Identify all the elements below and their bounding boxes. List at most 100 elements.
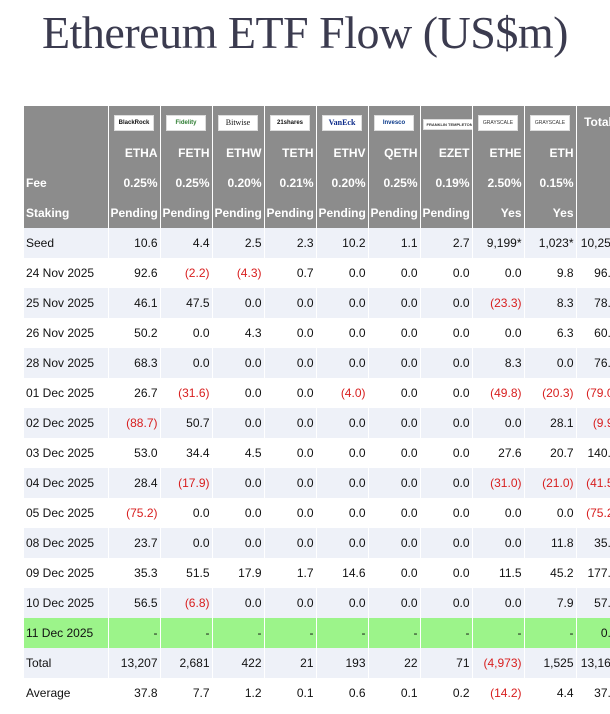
flow-cell: 0.0 bbox=[212, 288, 265, 318]
flow-cell: 0.0 bbox=[420, 558, 473, 588]
flow-cell: 17.9 bbox=[212, 558, 265, 588]
fee-cell: 2.50% bbox=[472, 168, 525, 198]
flow-cell: - bbox=[472, 618, 525, 648]
flow-cell: 0.0 bbox=[212, 408, 265, 438]
empty-total-cell bbox=[576, 138, 610, 168]
flow-cell: (4.0) bbox=[316, 378, 369, 408]
fee-cell: 0.19% bbox=[420, 168, 473, 198]
flow-cell: 4.4 bbox=[160, 228, 213, 258]
row-label: Total bbox=[24, 648, 109, 678]
staking-cell: Pending bbox=[316, 198, 369, 228]
flow-cell: 0.0 bbox=[420, 318, 473, 348]
flow-cell: 0.0 bbox=[420, 528, 473, 558]
flow-cell: 0.0 bbox=[160, 318, 213, 348]
flow-cell: (49.8) bbox=[472, 378, 525, 408]
total-cell: 35.5 bbox=[576, 528, 610, 558]
flow-cell: (4.3) bbox=[212, 258, 265, 288]
ticker-row: ETHA FETH ETHW TETH ETHV QETH EZET ETHE ETH bbox=[24, 138, 610, 168]
corner-cell bbox=[24, 106, 109, 138]
flow-cell: 0.0 bbox=[160, 348, 213, 378]
issuer-logo-row: BlackRock Fidelity Bitwise 21shares VanE… bbox=[24, 106, 610, 138]
staking-cell: Pending bbox=[160, 198, 213, 228]
flow-cell: 26.7 bbox=[108, 378, 161, 408]
flow-cell: 2.7 bbox=[420, 228, 473, 258]
row-label: 01 Dec 2025 bbox=[24, 378, 109, 408]
flow-cell: 0.0 bbox=[264, 588, 317, 618]
flow-cell: 0.0 bbox=[368, 318, 421, 348]
row-label: 10 Dec 2025 bbox=[24, 588, 109, 618]
fee-label: Fee bbox=[24, 168, 109, 198]
flow-cell: 0.0 bbox=[524, 348, 577, 378]
staking-label: Staking bbox=[24, 198, 109, 228]
flow-cell: 6.3 bbox=[524, 318, 577, 348]
flow-cell: 0.0 bbox=[316, 408, 369, 438]
flow-cell: 1.7 bbox=[264, 558, 317, 588]
flow-cell: 0.0 bbox=[368, 348, 421, 378]
flow-cell: 0.0 bbox=[368, 528, 421, 558]
table-row: 10 Dec 2025 56.5 (6.8) 0.0 0.0 0.0 0.0 0.0 0.0 7.… bbox=[24, 588, 610, 618]
ticker-cell: FETH bbox=[160, 138, 213, 168]
flow-cell: 27.6 bbox=[472, 438, 525, 468]
flow-cell: 0.0 bbox=[368, 468, 421, 498]
flow-cell: (31.0) bbox=[472, 468, 525, 498]
staking-row: Staking Pending Pending Pending Pending Pend… bbox=[24, 198, 610, 228]
flow-cell: 4.4 bbox=[524, 678, 577, 708]
flow-cell: - bbox=[108, 618, 161, 648]
flow-cell: 0.0 bbox=[316, 468, 369, 498]
flow-cell: 0.0 bbox=[160, 528, 213, 558]
flow-cell: 0.0 bbox=[160, 498, 213, 528]
ticker-row-label bbox=[24, 138, 109, 168]
flow-cell: (75.2) bbox=[108, 498, 161, 528]
flow-cell: 0.0 bbox=[420, 438, 473, 468]
flow-cell: 23.7 bbox=[108, 528, 161, 558]
etf-flow-table: BlackRock Fidelity Bitwise 21shares VanE… bbox=[24, 106, 610, 708]
table-row: Average 37.8 7.7 1.2 0.1 0.6 0.1 0.2 (14.2) 4.4 37… bbox=[24, 678, 610, 708]
flow-cell: 0.0 bbox=[420, 378, 473, 408]
flow-cell: 22 bbox=[368, 648, 421, 678]
flow-cell: 0.0 bbox=[316, 528, 369, 558]
row-label: 28 Nov 2025 bbox=[24, 348, 109, 378]
flow-cell: 53.0 bbox=[108, 438, 161, 468]
flow-cell: 0.0 bbox=[264, 348, 317, 378]
flow-cell: 1.1 bbox=[368, 228, 421, 258]
row-label: 26 Nov 2025 bbox=[24, 318, 109, 348]
flow-cell: 0.0 bbox=[420, 348, 473, 378]
fee-cell: 0.20% bbox=[316, 168, 369, 198]
staking-cell: Pending bbox=[264, 198, 317, 228]
fee-row: Fee 0.25% 0.25% 0.20% 0.21% 0.20% 0.25% 0.19% 2… bbox=[24, 168, 610, 198]
flow-cell: 0.0 bbox=[368, 378, 421, 408]
flow-cell: 0.0 bbox=[368, 558, 421, 588]
fee-cell: 0.25% bbox=[108, 168, 161, 198]
flow-cell: 0.0 bbox=[472, 498, 525, 528]
table-row: 11 Dec 2025---------0.0 bbox=[24, 618, 610, 648]
flow-cell: 0.0 bbox=[264, 378, 317, 408]
table-row: 03 Dec 2025 53.0 34.4 4.5 0.0 0.0 0.0 0.0 27.6 20… bbox=[24, 438, 610, 468]
total-cell: 10,255 bbox=[576, 228, 610, 258]
flow-cell: - bbox=[368, 618, 421, 648]
table-row: 26 Nov 2025 50.2 0.0 4.3 0.0 0.0 0.0 0.0 0.0 6.3 6… bbox=[24, 318, 610, 348]
fee-cell: 0.21% bbox=[264, 168, 317, 198]
row-label: 24 Nov 2025 bbox=[24, 258, 109, 288]
flow-cell: 0.0 bbox=[212, 528, 265, 558]
flow-cell: 0.0 bbox=[420, 588, 473, 618]
fee-cell: 0.15% bbox=[524, 168, 577, 198]
ticker-cell: QETH bbox=[368, 138, 421, 168]
flow-cell: 0.0 bbox=[472, 408, 525, 438]
flow-cell: 0.0 bbox=[316, 438, 369, 468]
ticker-cell: EZET bbox=[420, 138, 473, 168]
ticker-cell: ETHE bbox=[472, 138, 525, 168]
flow-cell: 50.7 bbox=[160, 408, 213, 438]
flow-cell: (21.0) bbox=[524, 468, 577, 498]
flow-cell: 422 bbox=[212, 648, 265, 678]
total-cell: 76.6 bbox=[576, 348, 610, 378]
flow-cell: - bbox=[524, 618, 577, 648]
flow-cell: 0.2 bbox=[420, 678, 473, 708]
staking-cell: Yes bbox=[524, 198, 577, 228]
flow-cell: 0.0 bbox=[368, 588, 421, 618]
row-label: 04 Dec 2025 bbox=[24, 468, 109, 498]
flow-cell: 37.8 bbox=[108, 678, 161, 708]
flow-cell: 0.0 bbox=[212, 498, 265, 528]
flow-cell: 10.6 bbox=[108, 228, 161, 258]
flow-cell: 2,681 bbox=[160, 648, 213, 678]
total-cell: (41.5) bbox=[576, 468, 610, 498]
